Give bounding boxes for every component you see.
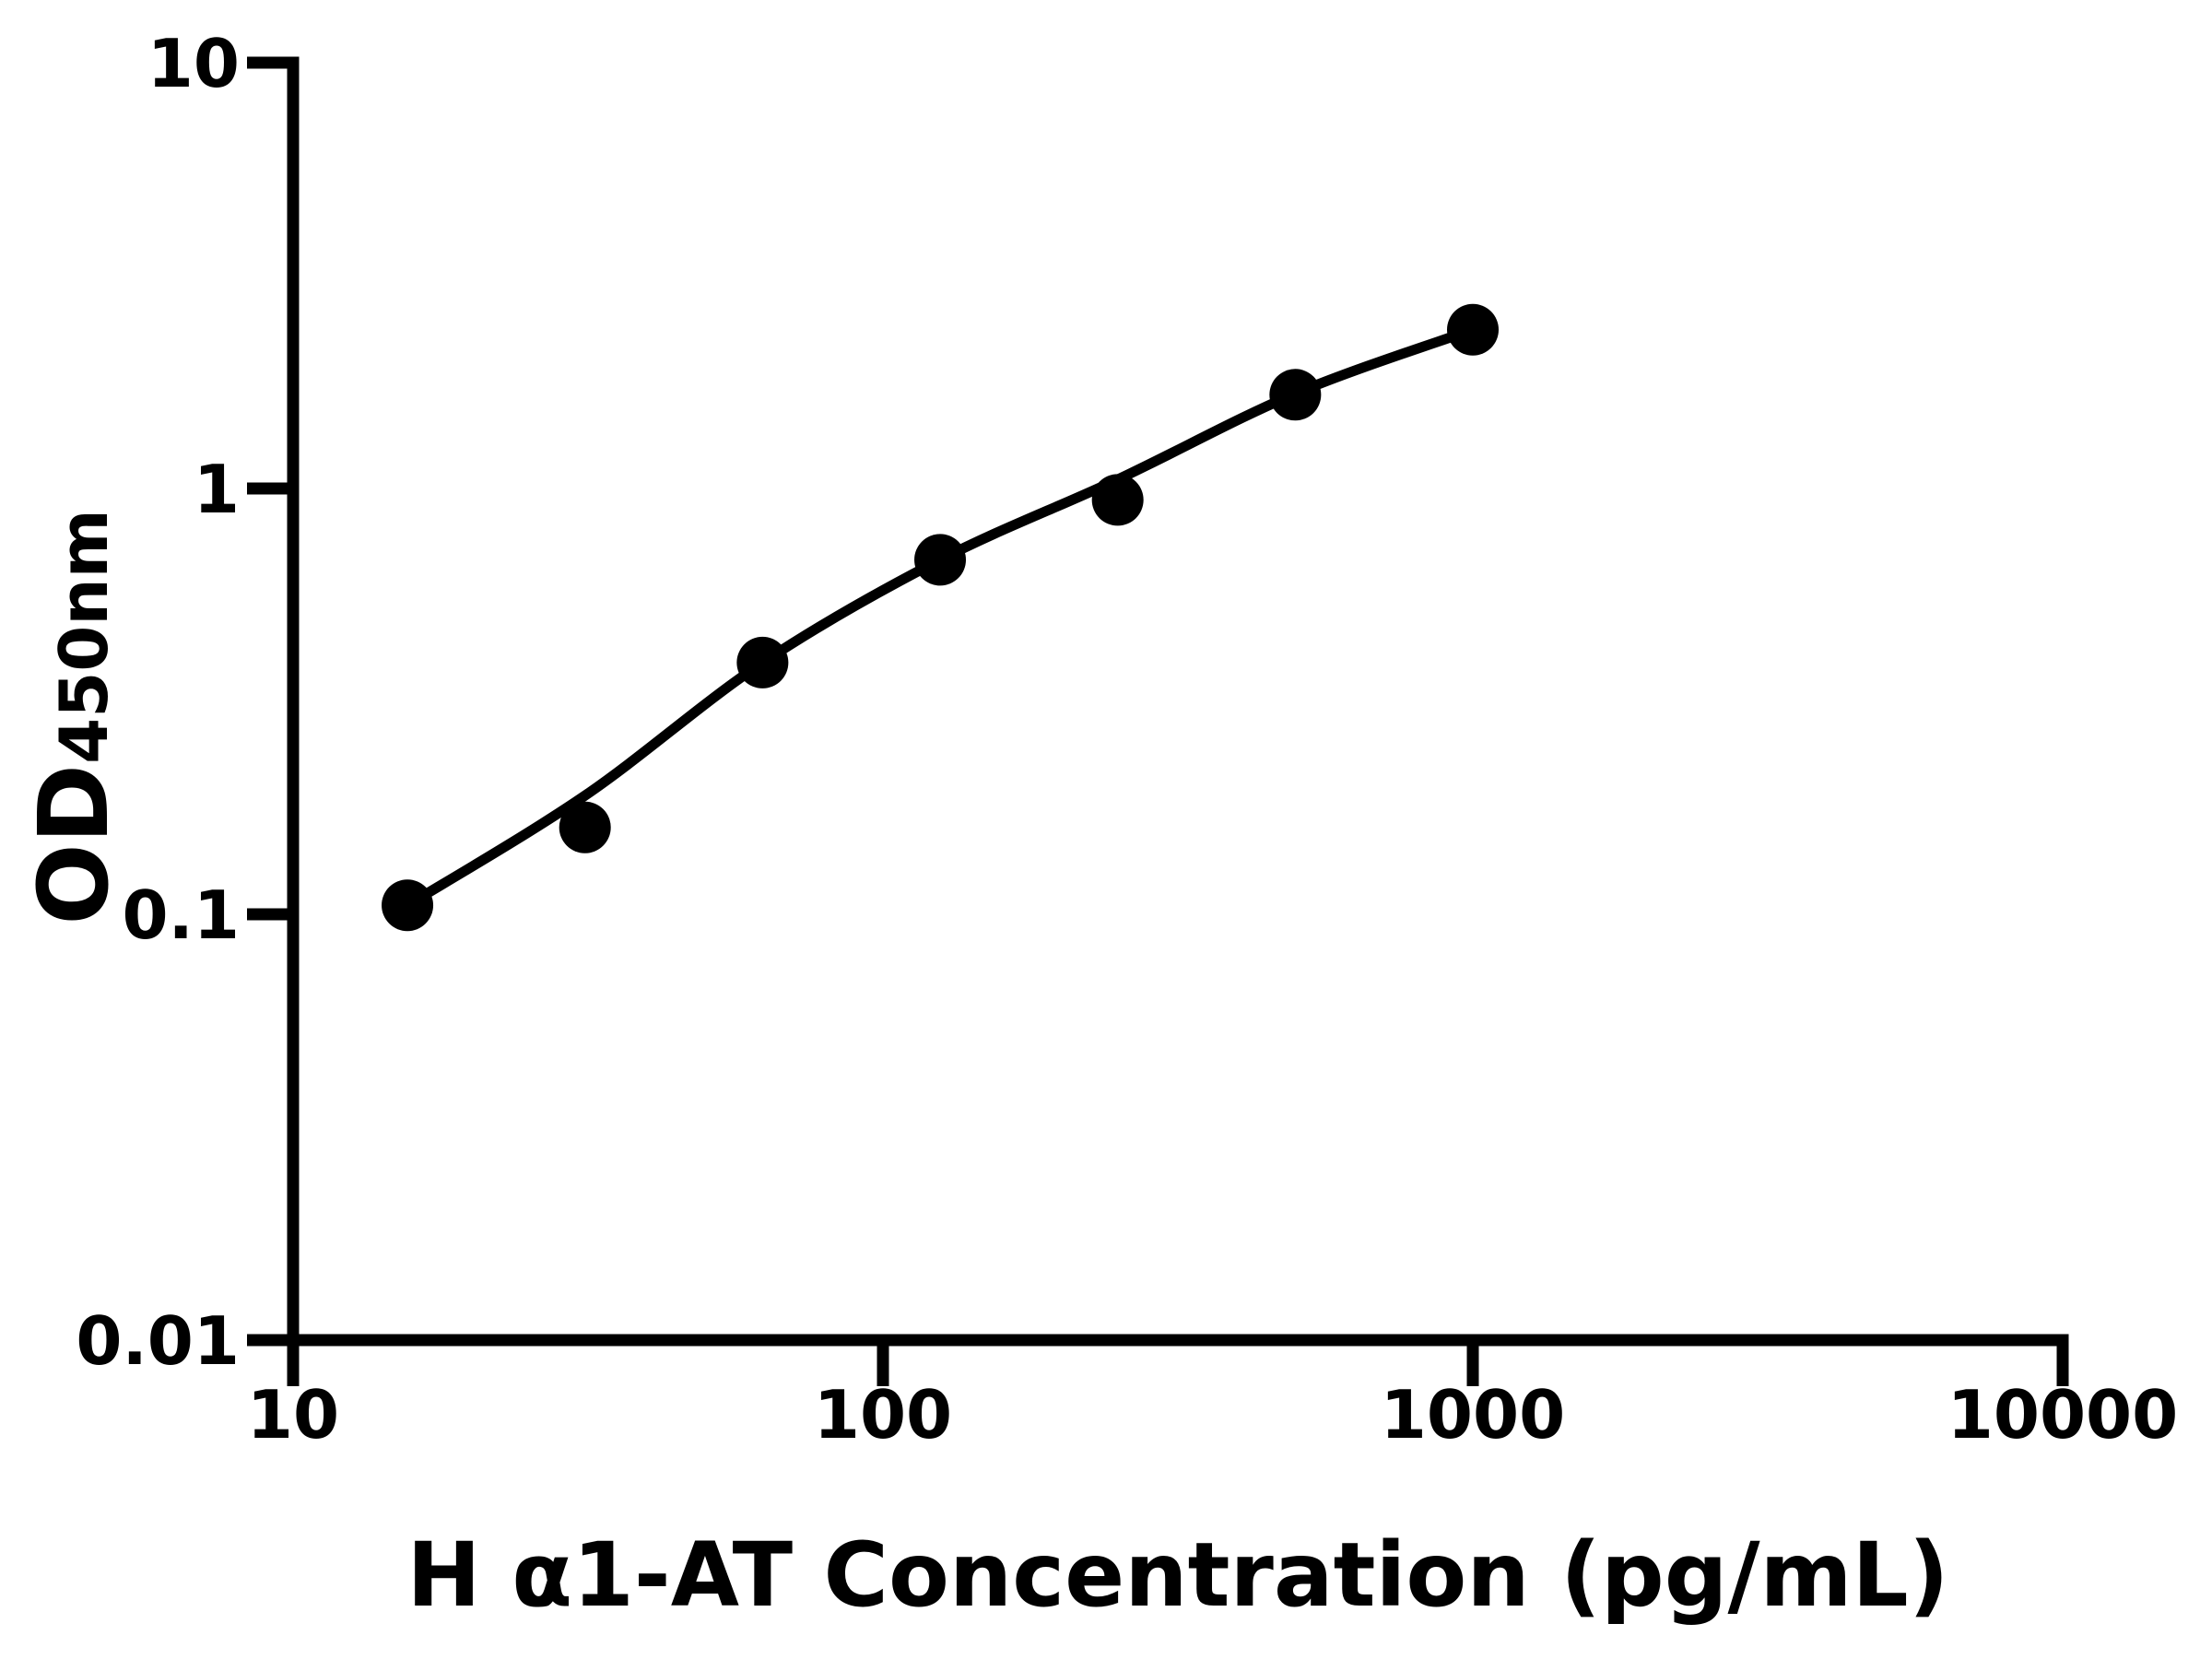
axis-frame xyxy=(247,56,2069,1386)
y-tick-label: 1 xyxy=(194,451,240,528)
y-axis-title-main: OD xyxy=(18,764,130,925)
data-point xyxy=(1091,474,1144,526)
data-point xyxy=(1447,303,1499,356)
data-point xyxy=(736,636,789,688)
y-axis-title-subscript: 450nm xyxy=(45,509,123,764)
y-tick-label: 0.01 xyxy=(76,1302,240,1380)
x-axis-title: H α1-AT Concentration (pg/mL) xyxy=(406,1524,1948,1627)
x-tick-label: 10000 xyxy=(1947,1376,2179,1453)
plot-area: 10 100 1000 10000 0.01 0.1 1 10 xyxy=(76,25,2178,1453)
x-tick-label: 10 xyxy=(247,1376,339,1453)
y-tick-label: 0.1 xyxy=(122,877,240,954)
data-point xyxy=(559,801,611,853)
y-axis-title: OD450nm xyxy=(18,509,130,924)
data-point xyxy=(914,534,967,586)
data-point xyxy=(1269,369,1322,421)
y-tick-label: 10 xyxy=(147,25,240,102)
x-tick-label: 1000 xyxy=(1381,1376,1565,1453)
x-tick-label: 100 xyxy=(814,1376,952,1453)
data-point xyxy=(382,879,434,932)
